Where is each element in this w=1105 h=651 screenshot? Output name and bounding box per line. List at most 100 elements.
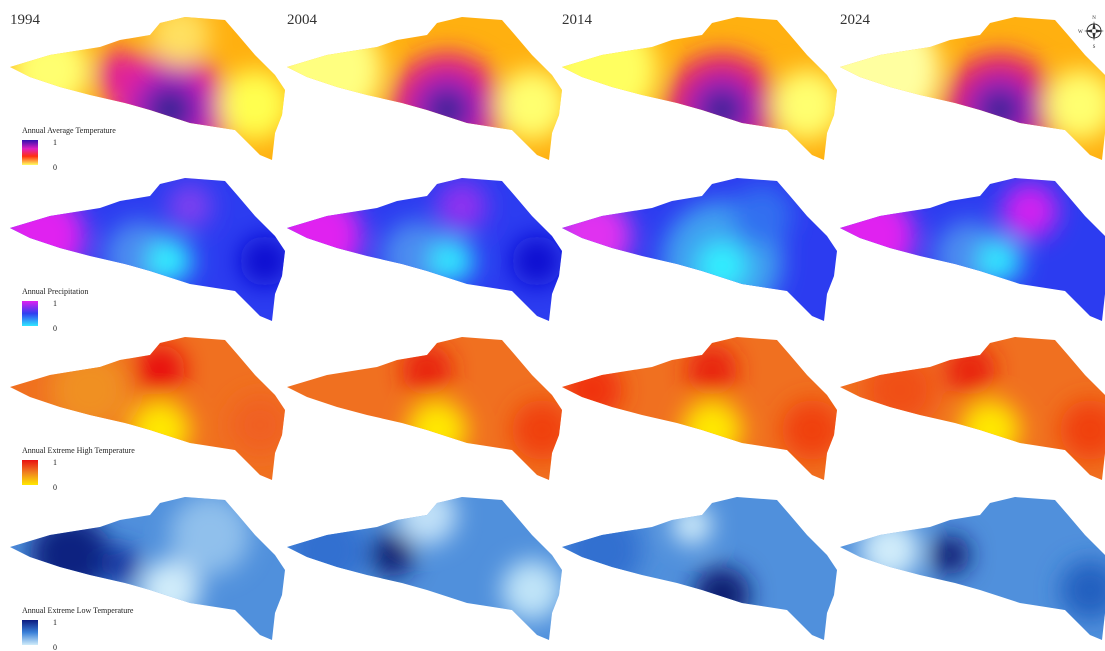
legend-min: 0 bbox=[53, 163, 57, 172]
surface-blob bbox=[502, 560, 562, 620]
surface-blob bbox=[982, 92, 1018, 128]
map-panel bbox=[820, 5, 1105, 175]
legend-ramp bbox=[22, 301, 38, 326]
surface-blob bbox=[687, 345, 737, 395]
surface-blob bbox=[397, 485, 457, 545]
figure: N S E W 1994200420142024Annual Average T… bbox=[0, 0, 1105, 651]
surface-blob bbox=[135, 345, 185, 395]
surface-base bbox=[830, 325, 1105, 495]
surface-blob bbox=[240, 236, 290, 286]
map-panel bbox=[552, 325, 852, 495]
surface bbox=[0, 485, 300, 651]
year-label: 1994 bbox=[10, 12, 41, 28]
legend-title: Annual Extreme Low Temperature bbox=[22, 606, 134, 615]
surface-blob bbox=[402, 345, 452, 395]
surface-blob bbox=[170, 495, 250, 575]
map-panel bbox=[552, 166, 852, 336]
year-label: 2014 bbox=[562, 12, 593, 28]
legend-min: 0 bbox=[53, 324, 57, 333]
compass-w: W bbox=[1078, 30, 1083, 35]
surface bbox=[552, 166, 852, 336]
surface-blob bbox=[860, 520, 920, 580]
legend-min: 0 bbox=[53, 643, 57, 651]
surface-blob bbox=[430, 239, 474, 283]
legend: Annual Average Temperature 1 0 bbox=[22, 126, 116, 172]
compass: N S E W bbox=[1078, 16, 1105, 50]
surface bbox=[825, 166, 1105, 336]
legend-title: Annual Average Temperature bbox=[22, 126, 116, 135]
surface bbox=[820, 5, 1105, 175]
surface-blob bbox=[370, 533, 414, 577]
map-panel bbox=[0, 166, 300, 336]
surface-blob bbox=[148, 239, 192, 283]
surface-base bbox=[552, 485, 852, 651]
map-panel bbox=[272, 5, 577, 175]
surface bbox=[547, 5, 852, 175]
surface-blob bbox=[150, 90, 190, 130]
map-panel bbox=[825, 166, 1105, 336]
surface-blob bbox=[820, 10, 940, 130]
surface-blob bbox=[865, 355, 935, 425]
surface-blob bbox=[50, 350, 130, 430]
surface bbox=[552, 485, 852, 651]
surface-blob bbox=[272, 191, 362, 281]
surface-blob bbox=[512, 400, 572, 460]
legend-max: 1 bbox=[53, 299, 57, 308]
surface-blob bbox=[960, 400, 1020, 460]
surface-blob bbox=[682, 400, 742, 460]
map-panel bbox=[277, 485, 577, 651]
surface-blobs bbox=[50, 345, 290, 460]
surface-blob bbox=[497, 70, 567, 140]
surface bbox=[0, 166, 300, 336]
surface-blob bbox=[552, 196, 632, 276]
surface-blob bbox=[1002, 183, 1058, 239]
compass-n: N bbox=[1092, 16, 1096, 21]
surface-base bbox=[830, 485, 1105, 651]
surface bbox=[272, 166, 577, 336]
surface bbox=[277, 325, 577, 495]
legend-max: 1 bbox=[53, 138, 57, 147]
surface-blob bbox=[30, 515, 110, 595]
map-panel bbox=[552, 485, 852, 651]
surface-blob bbox=[100, 545, 140, 585]
legend-min: 0 bbox=[53, 483, 57, 492]
surface-blob bbox=[562, 510, 642, 590]
surface-blob bbox=[230, 395, 290, 455]
surface bbox=[272, 5, 577, 175]
surface-blobs bbox=[10, 5, 290, 170]
legend-max: 1 bbox=[53, 458, 57, 467]
surface-blob bbox=[287, 510, 367, 590]
map-panel bbox=[830, 325, 1105, 495]
surface-blob bbox=[698, 242, 746, 290]
surface bbox=[277, 485, 577, 651]
surface-blob bbox=[130, 400, 190, 460]
surface-blob bbox=[220, 70, 290, 140]
year-label: 2024 bbox=[840, 12, 871, 28]
surface-blob bbox=[547, 15, 657, 125]
compass-s: S bbox=[1093, 45, 1096, 50]
surface-blob bbox=[930, 535, 970, 575]
legend-ramp bbox=[22, 460, 38, 485]
surface-blob bbox=[732, 186, 792, 246]
map-panel bbox=[277, 325, 577, 495]
legend-title: Annual Precipitation bbox=[22, 287, 88, 296]
surface-blob bbox=[437, 181, 487, 231]
surface-blob bbox=[168, 184, 212, 228]
surface-blob bbox=[429, 92, 465, 128]
surface-blob bbox=[10, 30, 90, 110]
map-panel bbox=[0, 325, 300, 495]
surface-blob bbox=[512, 236, 562, 286]
map-panel bbox=[0, 5, 300, 175]
surface-blob bbox=[772, 70, 842, 140]
legend: Annual Precipitation 1 0 bbox=[22, 287, 88, 333]
surface-blob bbox=[978, 239, 1022, 283]
surface bbox=[830, 485, 1105, 651]
surface bbox=[0, 5, 300, 175]
surface-blob bbox=[672, 505, 712, 545]
surface-blob bbox=[150, 5, 210, 65]
map-panel bbox=[0, 485, 300, 651]
surface-blob bbox=[0, 191, 85, 281]
map-panel bbox=[547, 5, 852, 175]
surface-blob bbox=[704, 92, 740, 128]
